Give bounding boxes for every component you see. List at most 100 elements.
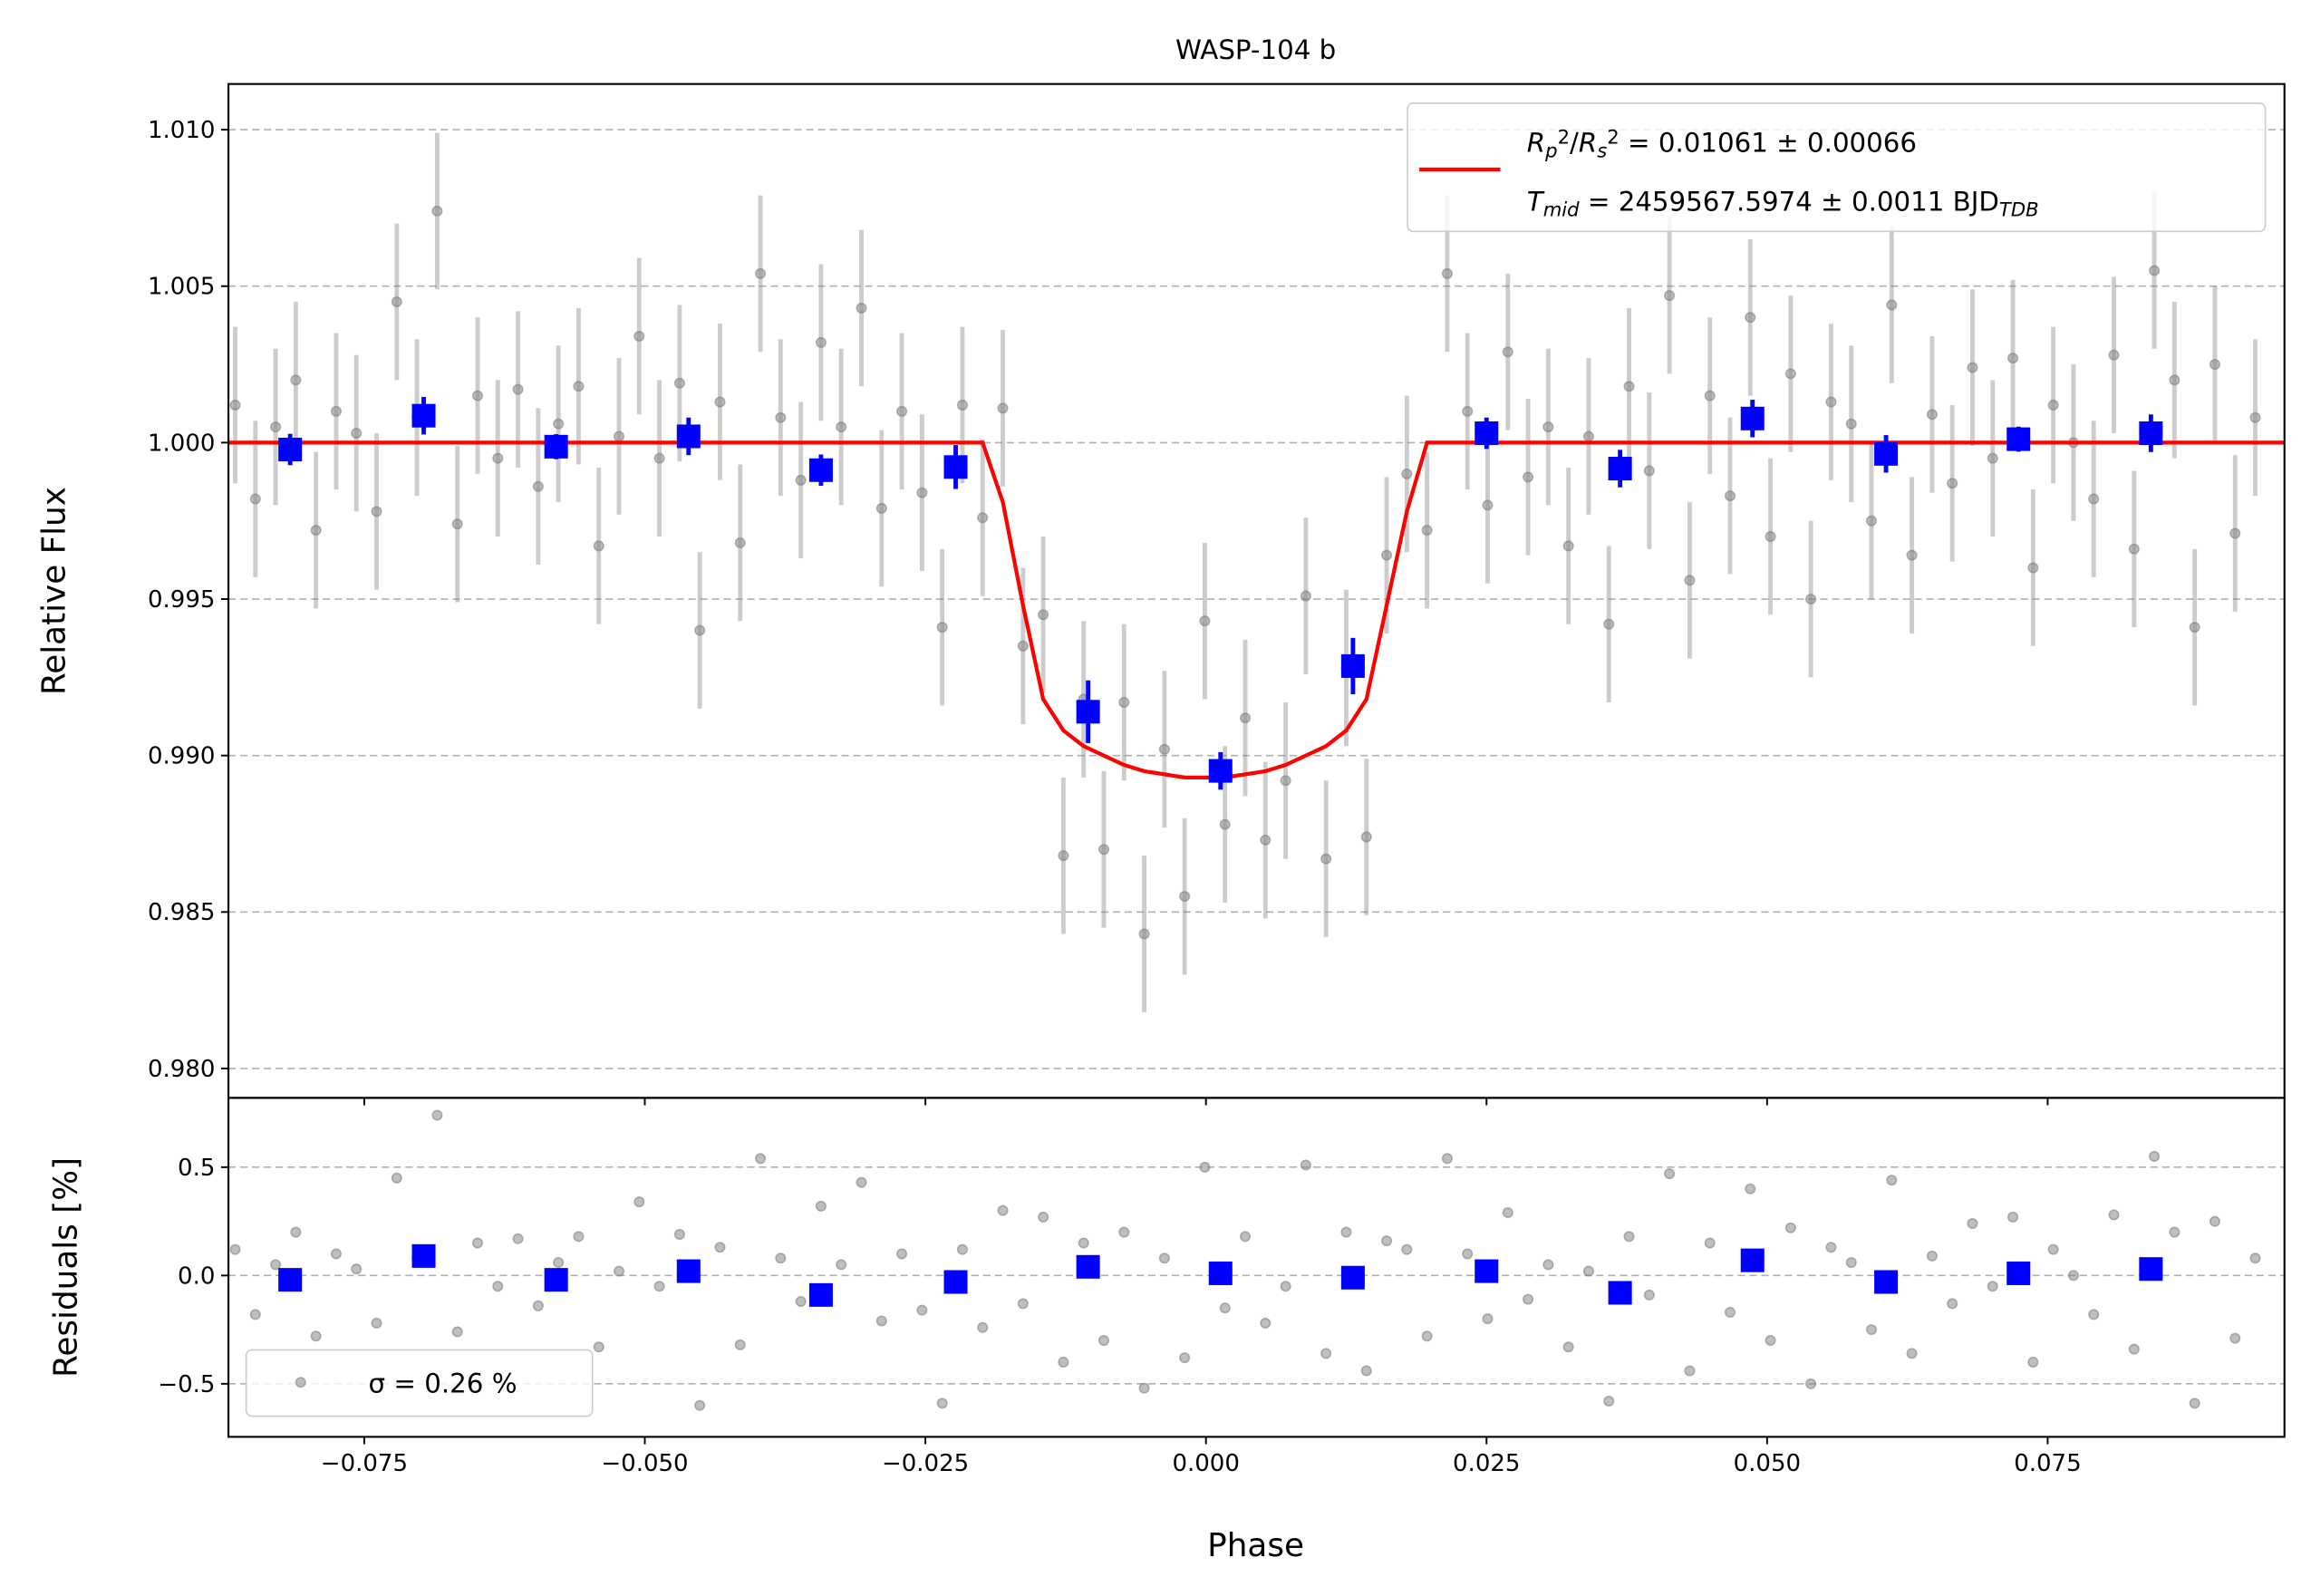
data-point	[1623, 381, 1635, 392]
data-point	[633, 1196, 645, 1208]
model-line	[228, 440, 2285, 779]
data-point	[1724, 1306, 1736, 1318]
legend-label-part: 2	[1558, 125, 1570, 148]
binned-point	[1740, 1248, 1765, 1272]
data-point	[1643, 465, 1655, 477]
data-point	[1825, 1242, 1837, 1253]
x-axis-label: Phase	[1207, 1527, 1304, 1564]
data-point	[1340, 1226, 1352, 1238]
data-point	[1058, 1356, 1069, 1368]
data-point	[1623, 1231, 1635, 1243]
data-point	[2007, 1211, 2019, 1223]
legend-label-part: R	[1579, 127, 1597, 158]
data-point	[351, 428, 363, 440]
data-point	[1582, 430, 1594, 442]
data-point	[573, 381, 585, 392]
data-point	[2027, 1356, 2039, 1368]
data-point	[2047, 399, 2059, 411]
data-point	[532, 480, 544, 492]
binned-point	[1340, 653, 1365, 678]
legend-label-part: p	[1544, 140, 1557, 162]
data-point	[1138, 928, 1150, 940]
data-point	[1360, 1365, 1372, 1377]
data-point	[694, 1399, 706, 1411]
data-point	[593, 540, 604, 552]
data-point	[1865, 515, 1878, 527]
data-point	[1523, 471, 1534, 483]
data-point	[734, 1339, 746, 1350]
binned-point	[278, 437, 303, 461]
data-point	[229, 1243, 241, 1255]
data-point	[1805, 594, 1817, 605]
data-point	[371, 1317, 382, 1329]
data-point	[2249, 1253, 2261, 1264]
legend-label: Tmid = 2459567.5974 ± 0.0011 BJDTDB	[1527, 187, 2039, 221]
data-point	[1926, 1250, 1938, 1262]
data-point	[290, 374, 302, 386]
data-point	[1441, 267, 1453, 279]
data-point	[391, 1172, 402, 1184]
binned-point	[1076, 700, 1100, 724]
data-point	[1381, 1235, 1393, 1247]
data-point	[2169, 374, 2180, 386]
data-point	[2007, 353, 2019, 364]
data-point	[653, 1281, 665, 1292]
data-point	[330, 405, 342, 417]
data-point	[1038, 609, 1049, 621]
data-point	[633, 330, 645, 342]
data-point	[1745, 1183, 1756, 1195]
data-point	[1118, 696, 1130, 708]
data-point	[2128, 543, 2140, 555]
data-point	[875, 502, 887, 514]
data-point	[310, 1330, 322, 1342]
data-point	[1462, 405, 1474, 417]
data-point	[553, 418, 565, 430]
data-point	[1401, 468, 1413, 479]
data-point	[451, 518, 463, 530]
binned-point	[1874, 441, 1899, 466]
top-plot-area	[228, 129, 2285, 1069]
data-point	[977, 512, 989, 524]
data-point	[290, 1226, 302, 1238]
data-point	[734, 537, 746, 548]
data-point	[310, 525, 322, 537]
binned-point	[676, 1259, 701, 1283]
legend-label-part: 2	[1607, 125, 1619, 148]
x-tick-label: −0.075	[321, 1450, 408, 1477]
data-point	[431, 1109, 443, 1121]
binned-point	[544, 434, 568, 459]
data-point	[1664, 290, 1676, 302]
data-point	[916, 1304, 928, 1316]
data-point	[1280, 775, 1291, 787]
x-tick-label: 0.075	[2014, 1450, 2081, 1477]
data-point	[2108, 1209, 2120, 1221]
binned-point	[1475, 421, 1499, 446]
data-point	[694, 624, 706, 636]
data-point	[1664, 1168, 1676, 1180]
binned-point	[1608, 1281, 1632, 1305]
data-point	[1017, 1298, 1029, 1310]
data-point	[2249, 411, 2261, 423]
legend-label-part: s	[1597, 140, 1607, 162]
data-point	[1381, 549, 1393, 561]
y-tick-label: 1.000	[148, 430, 215, 457]
x-tick-label: 0.050	[1734, 1450, 1801, 1477]
data-point	[916, 487, 928, 498]
y-axis-label: Residuals [%]	[48, 1157, 85, 1378]
data-point	[1906, 549, 1918, 561]
data-point	[755, 267, 767, 279]
data-point	[249, 493, 261, 505]
data-point	[956, 1243, 968, 1255]
legend-label-part: /	[1570, 127, 1579, 158]
data-point	[1845, 418, 1857, 430]
binned-point	[278, 1268, 303, 1292]
binned-point	[2006, 427, 2031, 451]
data-point	[2088, 493, 2100, 505]
binned-point	[808, 458, 833, 482]
data-point	[1865, 1324, 1878, 1336]
binned-point	[544, 1268, 568, 1292]
data-point	[1745, 312, 1756, 324]
x-tick-label: −0.025	[882, 1450, 969, 1477]
data-point	[2229, 1332, 2241, 1344]
